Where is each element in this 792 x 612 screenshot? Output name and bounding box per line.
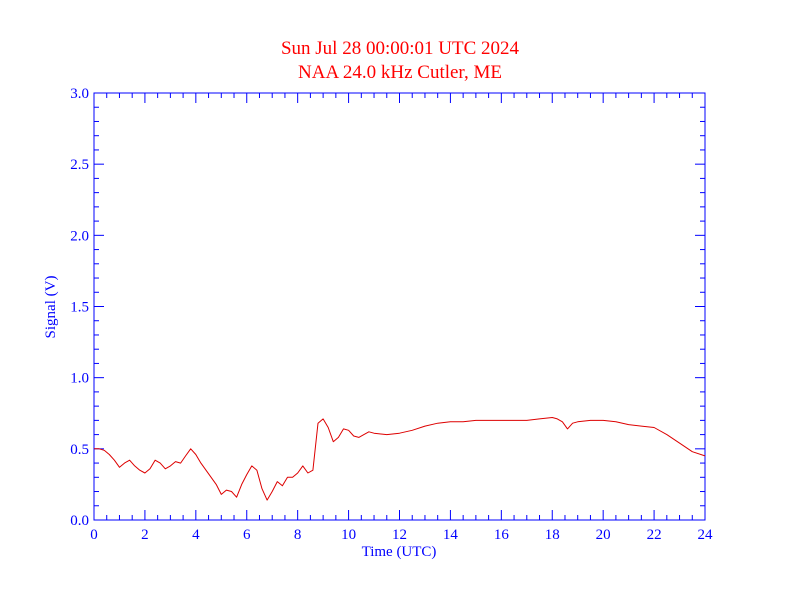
y-tick-label: 2.5 <box>70 157 89 173</box>
x-tick-label: 6 <box>243 527 251 543</box>
x-axis-label: Time (UTC) <box>362 544 437 560</box>
x-tick-label: 0 <box>90 527 98 543</box>
x-tick-label: 16 <box>494 527 510 543</box>
x-tick-label: 2 <box>141 527 149 543</box>
x-tick-label: 22 <box>647 527 662 543</box>
y-tick-label: 3.0 <box>70 86 89 102</box>
chart-subtitle: NAA 24.0 kHz Cutler, ME <box>298 62 502 83</box>
x-tick-label: 18 <box>545 527 560 543</box>
x-tick-label: 14 <box>443 527 459 543</box>
plot-area <box>94 417 706 501</box>
y-tick-label: 0.0 <box>70 513 89 529</box>
x-tick-label: 8 <box>294 527 302 543</box>
x-tick-label: 10 <box>341 527 356 543</box>
x-tick-label: 4 <box>192 527 200 543</box>
y-tick-label: 1.0 <box>70 371 89 387</box>
y-tick-label: 0.5 <box>70 442 89 458</box>
axes: 0 2 4 6 8 10 12 14 16 18 20 22 240.00.51.01.52.02.53… <box>70 86 713 543</box>
y-tick-label: 1.5 <box>70 300 89 316</box>
chart-title: Sun Jul 28 00:00:01 UTC 2024 <box>281 38 520 59</box>
y-tick-label: 2.0 <box>70 228 89 244</box>
signal-series-line <box>94 417 706 501</box>
y-axis-label: Signal (V) <box>43 276 59 339</box>
x-tick-label: 12 <box>392 527 407 543</box>
x-tick-label: 24 <box>698 527 714 543</box>
x-tick-label: 20 <box>596 527 611 543</box>
